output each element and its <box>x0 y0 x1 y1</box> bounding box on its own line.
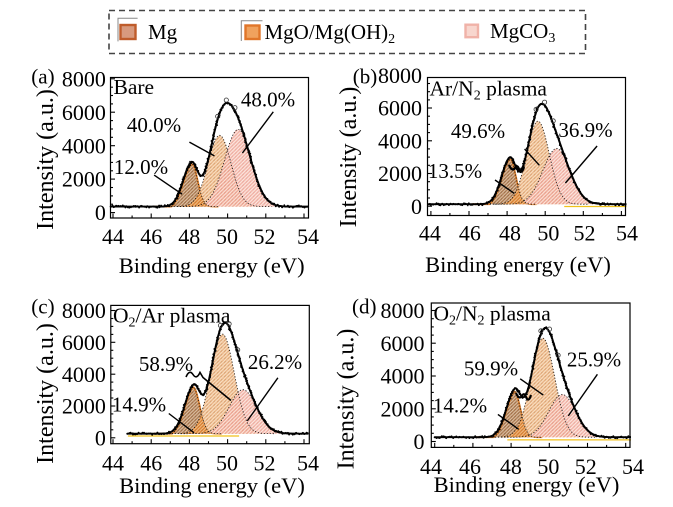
svg-text:O2/Ar plasma: O2/Ar plasma <box>113 304 231 331</box>
svg-text:Bare: Bare <box>114 75 155 99</box>
svg-text:8000: 8000 <box>378 63 422 88</box>
svg-text:46: 46 <box>459 454 481 479</box>
svg-text:2000: 2000 <box>378 161 422 186</box>
svg-text:48: 48 <box>500 454 522 479</box>
svg-text:50: 50 <box>216 224 238 249</box>
svg-text:0: 0 <box>95 425 106 450</box>
svg-text:0: 0 <box>411 194 422 219</box>
svg-text:Ar/N2 plasma: Ar/N2 plasma <box>430 77 548 104</box>
svg-text:44: 44 <box>420 454 442 479</box>
svg-text:(c): (c) <box>31 295 54 319</box>
svg-text:2000: 2000 <box>62 167 106 192</box>
svg-text:2000: 2000 <box>62 394 106 419</box>
svg-text:48: 48 <box>178 451 200 476</box>
svg-text:49.6%: 49.6% <box>451 119 505 143</box>
svg-text:4000: 4000 <box>378 128 422 153</box>
svg-text:MgO/Mg(OH)2: MgO/Mg(OH)2 <box>265 20 396 47</box>
svg-text:4000: 4000 <box>62 133 106 158</box>
svg-text:46: 46 <box>459 220 481 245</box>
svg-text:(b): (b) <box>353 65 378 89</box>
svg-text:8000: 8000 <box>62 298 106 323</box>
svg-text:Intensity (a.u.): Intensity (a.u.) <box>33 323 59 464</box>
svg-text:40.0%: 40.0% <box>127 113 181 137</box>
svg-text:52: 52 <box>574 220 596 245</box>
svg-text:48: 48 <box>499 220 521 245</box>
svg-text:54: 54 <box>622 454 644 479</box>
svg-text:8000: 8000 <box>62 66 106 91</box>
svg-text:6000: 6000 <box>378 96 422 121</box>
svg-text:14.2%: 14.2% <box>433 394 487 418</box>
svg-text:Binding energy (eV): Binding energy (eV) <box>119 473 305 498</box>
svg-text:26.2%: 26.2% <box>248 350 302 374</box>
svg-text:50: 50 <box>537 454 559 479</box>
svg-text:Binding energy (eV): Binding energy (eV) <box>434 472 620 497</box>
svg-text:58.9%: 58.9% <box>139 352 193 376</box>
svg-text:44: 44 <box>102 451 124 476</box>
svg-text:54: 54 <box>297 451 319 476</box>
svg-text:46: 46 <box>140 451 162 476</box>
svg-text:Intensity (a.u.): Intensity (a.u.) <box>336 87 362 228</box>
svg-text:44: 44 <box>419 220 441 245</box>
svg-text:14.9%: 14.9% <box>112 393 166 417</box>
svg-text:4000: 4000 <box>381 364 425 389</box>
svg-text:12.0%: 12.0% <box>114 155 168 179</box>
svg-text:54: 54 <box>616 220 638 245</box>
svg-text:Binding energy (eV): Binding energy (eV) <box>119 253 305 278</box>
svg-text:44: 44 <box>102 224 124 249</box>
svg-text:50: 50 <box>216 451 238 476</box>
svg-text:0: 0 <box>95 200 106 225</box>
svg-text:46: 46 <box>140 224 162 249</box>
svg-text:52: 52 <box>254 224 276 249</box>
svg-text:Mg: Mg <box>148 20 178 44</box>
svg-text:52: 52 <box>254 451 276 476</box>
svg-text:Binding energy (eV): Binding energy (eV) <box>425 252 611 277</box>
svg-text:50: 50 <box>537 220 559 245</box>
svg-text:6000: 6000 <box>62 100 106 125</box>
svg-text:6000: 6000 <box>381 331 425 356</box>
svg-text:8000: 8000 <box>381 298 425 323</box>
svg-text:4000: 4000 <box>62 362 106 387</box>
svg-text:48.0%: 48.0% <box>241 88 295 112</box>
svg-text:2000: 2000 <box>381 396 425 421</box>
svg-text:(a): (a) <box>31 65 54 89</box>
svg-text:0: 0 <box>414 429 425 454</box>
svg-text:Intensity (a.u.): Intensity (a.u.) <box>334 329 360 470</box>
svg-text:6000: 6000 <box>62 330 106 355</box>
svg-text:MgCO3: MgCO3 <box>490 19 555 46</box>
svg-text:(d): (d) <box>352 295 377 319</box>
svg-text:36.9%: 36.9% <box>558 118 612 142</box>
svg-text:54: 54 <box>297 224 319 249</box>
svg-text:48: 48 <box>178 224 200 249</box>
svg-text:O2/N2 plasma: O2/N2 plasma <box>434 302 552 329</box>
svg-text:59.9%: 59.9% <box>464 357 518 381</box>
svg-text:52: 52 <box>575 454 597 479</box>
svg-text:13.5%: 13.5% <box>428 159 482 183</box>
svg-text:Intensity (a.u.): Intensity (a.u.) <box>33 89 59 230</box>
svg-text:25.9%: 25.9% <box>567 348 621 372</box>
